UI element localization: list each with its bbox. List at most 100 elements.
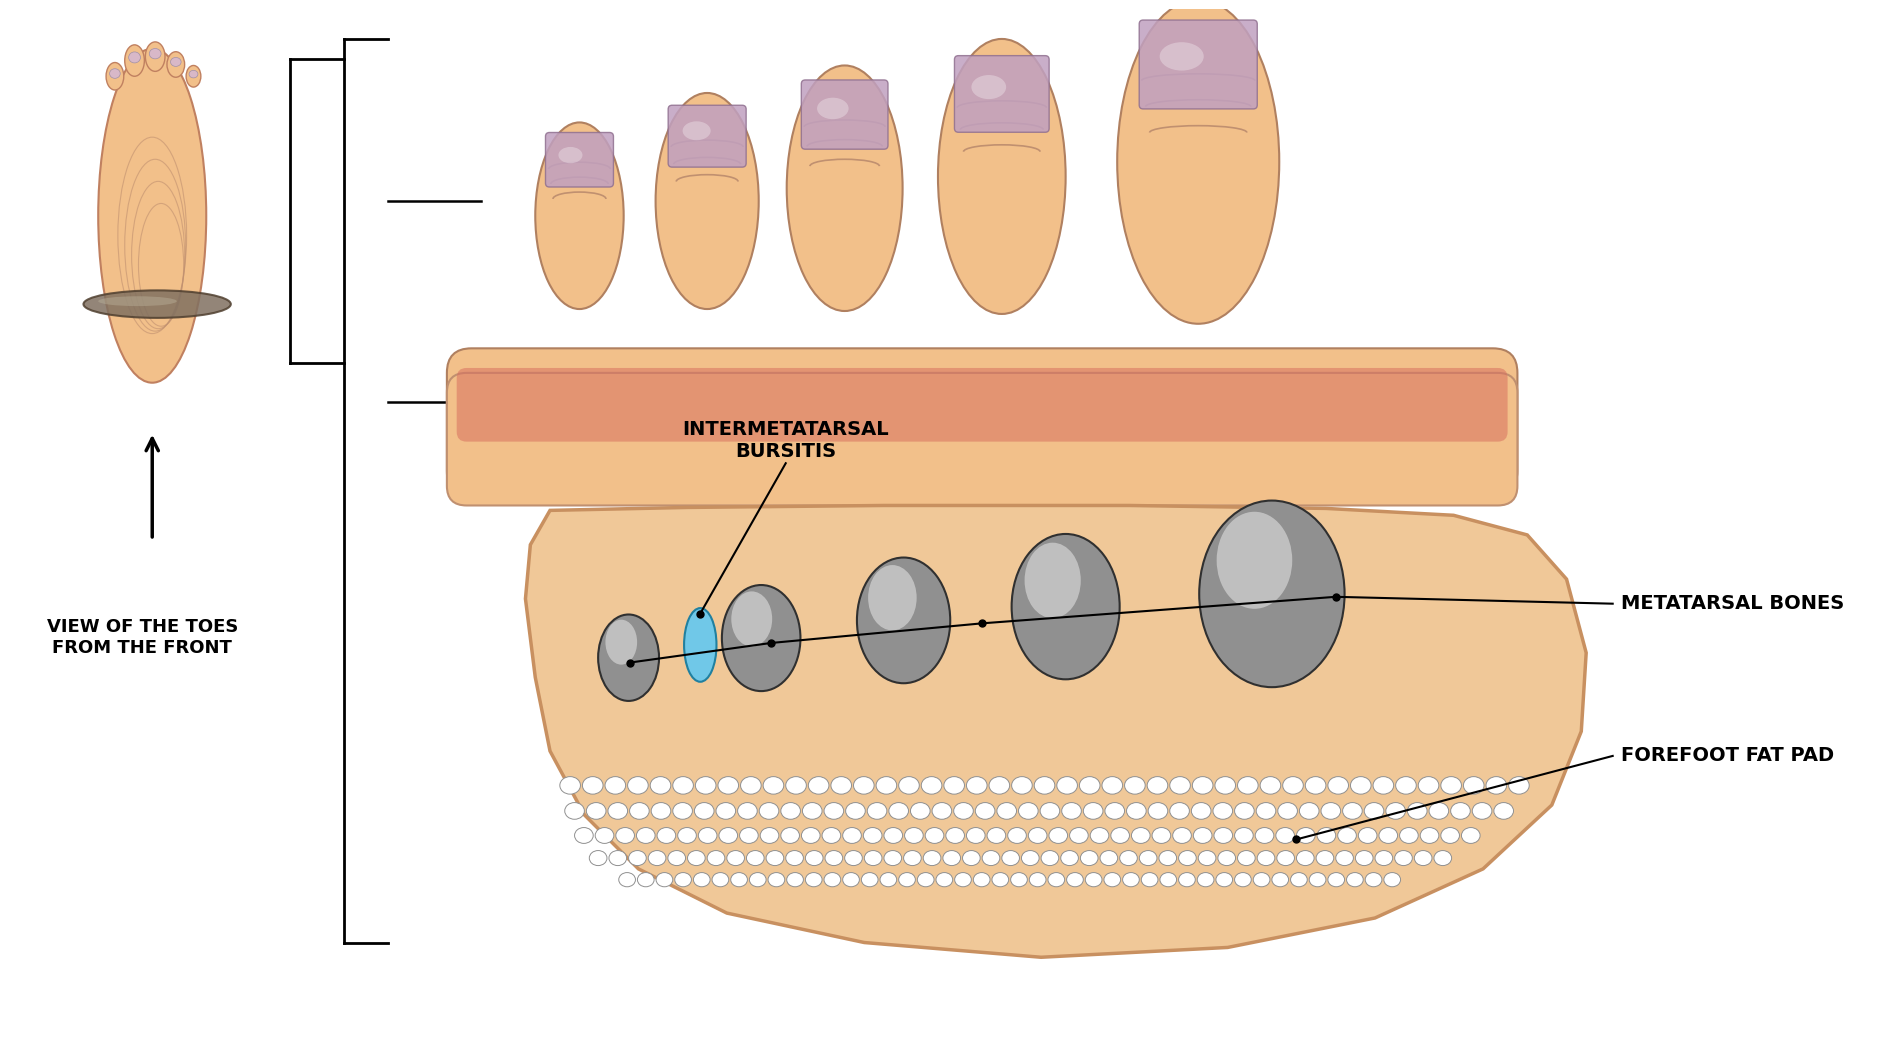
Ellipse shape: [1116, 0, 1279, 324]
Ellipse shape: [971, 75, 1005, 99]
Ellipse shape: [697, 828, 716, 843]
Ellipse shape: [740, 777, 761, 794]
Ellipse shape: [574, 828, 593, 843]
Ellipse shape: [1179, 850, 1196, 865]
Ellipse shape: [805, 850, 822, 865]
Ellipse shape: [1001, 850, 1018, 865]
Ellipse shape: [83, 290, 230, 318]
Ellipse shape: [822, 828, 841, 843]
Ellipse shape: [125, 45, 144, 77]
Ellipse shape: [655, 92, 757, 309]
Ellipse shape: [992, 873, 1009, 887]
Ellipse shape: [825, 850, 842, 865]
Ellipse shape: [1217, 850, 1235, 865]
Ellipse shape: [763, 777, 784, 794]
Ellipse shape: [166, 52, 185, 78]
Ellipse shape: [1160, 43, 1203, 70]
Ellipse shape: [1033, 777, 1054, 794]
Ellipse shape: [672, 803, 691, 820]
Ellipse shape: [1375, 850, 1392, 865]
Ellipse shape: [1315, 850, 1334, 865]
Ellipse shape: [842, 828, 861, 843]
Ellipse shape: [1048, 828, 1067, 843]
FancyBboxPatch shape: [954, 55, 1048, 132]
Ellipse shape: [629, 850, 646, 865]
Ellipse shape: [1065, 873, 1082, 887]
Ellipse shape: [1254, 828, 1273, 843]
Ellipse shape: [1317, 828, 1336, 843]
Ellipse shape: [780, 803, 801, 820]
FancyBboxPatch shape: [801, 80, 888, 149]
Ellipse shape: [965, 777, 986, 794]
Ellipse shape: [1256, 803, 1275, 820]
Ellipse shape: [1169, 803, 1188, 820]
Ellipse shape: [678, 828, 695, 843]
Ellipse shape: [831, 777, 852, 794]
FancyBboxPatch shape: [1139, 20, 1256, 108]
Ellipse shape: [897, 777, 918, 794]
Ellipse shape: [1160, 873, 1177, 887]
Ellipse shape: [965, 828, 984, 843]
Text: VIEW OF THE TOES
FROM THE FRONT: VIEW OF THE TOES FROM THE FRONT: [47, 619, 238, 657]
Ellipse shape: [706, 850, 725, 865]
Ellipse shape: [1271, 873, 1288, 887]
Ellipse shape: [604, 620, 637, 664]
Ellipse shape: [954, 803, 973, 820]
Ellipse shape: [996, 803, 1016, 820]
Ellipse shape: [648, 850, 665, 865]
Ellipse shape: [1215, 777, 1235, 794]
Ellipse shape: [805, 873, 822, 887]
Ellipse shape: [861, 873, 878, 887]
Ellipse shape: [1260, 777, 1281, 794]
Ellipse shape: [867, 803, 886, 820]
Ellipse shape: [1011, 777, 1031, 794]
Ellipse shape: [616, 828, 635, 843]
Ellipse shape: [1198, 850, 1215, 865]
Ellipse shape: [1283, 777, 1303, 794]
Ellipse shape: [1079, 777, 1099, 794]
Ellipse shape: [693, 873, 710, 887]
Ellipse shape: [1507, 777, 1528, 794]
Ellipse shape: [695, 777, 716, 794]
Ellipse shape: [844, 850, 861, 865]
Ellipse shape: [1277, 850, 1294, 865]
Ellipse shape: [1337, 828, 1356, 843]
Ellipse shape: [1141, 873, 1158, 887]
Ellipse shape: [880, 873, 895, 887]
Ellipse shape: [1041, 850, 1058, 865]
Ellipse shape: [954, 873, 971, 887]
Ellipse shape: [920, 777, 941, 794]
Ellipse shape: [816, 98, 848, 119]
Ellipse shape: [739, 828, 757, 843]
Ellipse shape: [1020, 850, 1039, 865]
Ellipse shape: [657, 828, 676, 843]
Ellipse shape: [559, 777, 580, 794]
Ellipse shape: [943, 777, 963, 794]
Ellipse shape: [884, 850, 901, 865]
Ellipse shape: [1364, 803, 1383, 820]
Ellipse shape: [604, 777, 625, 794]
Ellipse shape: [867, 566, 916, 630]
Ellipse shape: [1371, 777, 1392, 794]
Ellipse shape: [935, 873, 952, 887]
Ellipse shape: [595, 828, 614, 843]
Ellipse shape: [1460, 828, 1479, 843]
Ellipse shape: [98, 49, 206, 383]
Ellipse shape: [1101, 777, 1122, 794]
Ellipse shape: [629, 803, 648, 820]
Ellipse shape: [727, 850, 744, 865]
Ellipse shape: [1047, 873, 1064, 887]
Ellipse shape: [1011, 873, 1028, 887]
Ellipse shape: [652, 803, 671, 820]
Ellipse shape: [565, 803, 584, 820]
Ellipse shape: [716, 803, 735, 820]
Ellipse shape: [803, 803, 822, 820]
Ellipse shape: [1328, 777, 1347, 794]
Ellipse shape: [922, 850, 941, 865]
Ellipse shape: [1385, 803, 1405, 820]
Ellipse shape: [1060, 850, 1079, 865]
Ellipse shape: [1364, 873, 1381, 887]
Ellipse shape: [1277, 803, 1296, 820]
Ellipse shape: [786, 873, 803, 887]
Ellipse shape: [586, 803, 606, 820]
